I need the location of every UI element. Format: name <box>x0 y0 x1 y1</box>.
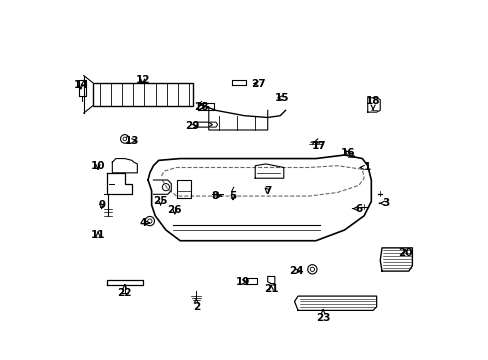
Text: 24: 24 <box>288 266 303 276</box>
Text: 1: 1 <box>359 162 370 172</box>
Text: 21: 21 <box>264 284 278 294</box>
Text: 2: 2 <box>192 299 200 312</box>
Text: 25: 25 <box>153 197 167 206</box>
Text: 5: 5 <box>229 191 236 201</box>
Text: 12: 12 <box>135 75 150 85</box>
Text: 19: 19 <box>235 277 249 287</box>
Text: 17: 17 <box>311 141 326 151</box>
Text: 4: 4 <box>139 218 149 228</box>
Text: 16: 16 <box>340 148 355 158</box>
Text: 26: 26 <box>167 205 182 215</box>
Text: 20: 20 <box>397 248 412 258</box>
Text: 18: 18 <box>365 96 380 109</box>
Text: 29: 29 <box>185 121 200 131</box>
Text: 15: 15 <box>274 93 289 103</box>
Text: 10: 10 <box>91 161 105 171</box>
Text: 13: 13 <box>124 136 139 146</box>
Text: 8: 8 <box>211 191 221 201</box>
Text: 3: 3 <box>378 198 388 208</box>
Text: 14: 14 <box>73 80 88 90</box>
Text: 9: 9 <box>98 200 105 210</box>
Bar <box>93 83 192 106</box>
Text: 27: 27 <box>251 78 265 89</box>
Text: 6: 6 <box>352 203 362 213</box>
Text: 7: 7 <box>264 186 271 196</box>
Text: 23: 23 <box>315 310 330 323</box>
Text: 28: 28 <box>193 102 208 112</box>
Text: 11: 11 <box>91 230 105 240</box>
Text: 22: 22 <box>117 284 132 297</box>
